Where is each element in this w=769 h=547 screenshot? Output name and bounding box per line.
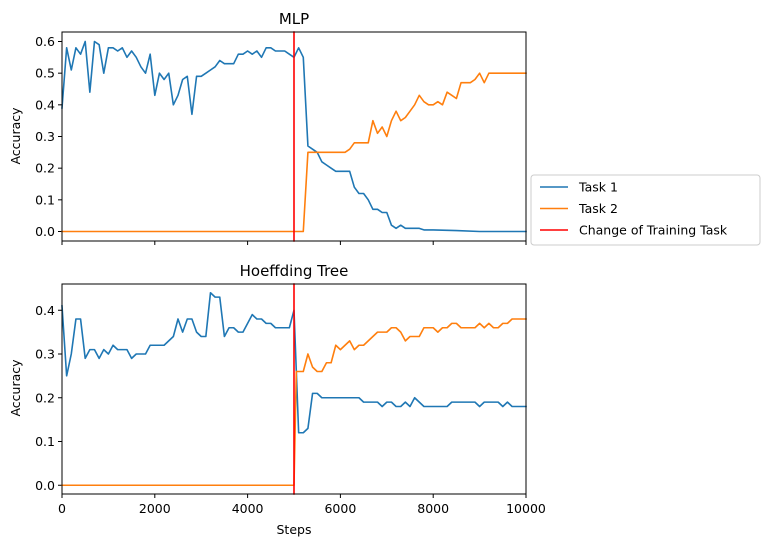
legend: Task 1 Task 2 Change of Training Task (530, 174, 761, 246)
mlp-x-ticks (61, 241, 527, 245)
legend-label-task-1: Task 1 (578, 180, 618, 195)
mlp-y-tick-label: 0.6 (35, 34, 55, 49)
hoeffding-x-tick-label: 4000 (232, 501, 264, 516)
hoeffding-y-axis-label: Accuracy (8, 359, 23, 417)
legend-label-task-2: Task 2 (578, 201, 618, 216)
hoeffding-title: Hoeffding Tree (240, 262, 349, 280)
hoeffding-series-task-2 (61, 318, 527, 487)
hoeffding-x-tick-label: 6000 (324, 501, 356, 516)
mlp-y-tick-label: 0.1 (35, 192, 55, 207)
mlp-y-tick-label: 0.3 (35, 129, 55, 144)
hoeffding-y-ticks: 0.0 0.1 0.2 0.3 0.4 (35, 303, 62, 493)
mlp-subplot: MLP Accuracy 0.0 0.1 0.2 0.3 0.4 0.5 0.6 (8, 10, 527, 245)
mlp-series (61, 31, 527, 242)
hoeffding-subplot: Hoeffding Tree Accuracy Steps 0.00.10.20… (8, 262, 546, 537)
hoeffding-x-tick-label: 2000 (139, 501, 171, 516)
mlp-y-ticks: 0.0 0.1 0.2 0.3 0.4 0.5 0.6 (35, 34, 62, 239)
mlp-y-tick-label: 0.0 (35, 224, 55, 239)
hoeffding-series (61, 283, 527, 495)
mlp-series-task-1 (61, 40, 527, 233)
hoeffding-axes-frame (61, 283, 527, 495)
hoeffding-y-tick-label: 0.3 (35, 347, 55, 362)
legend-label-change-of-training-task: Change of Training Task (579, 223, 728, 238)
mlp-y-tick-label: 0.5 (35, 66, 55, 81)
mlp-y-tick-label: 0.4 (35, 97, 55, 112)
hoeffding-y-tick-label: 0.2 (35, 390, 55, 405)
mlp-title: MLP (279, 10, 309, 28)
hoeffding-x-tick-label: 10000 (506, 501, 546, 516)
hoeffding-x-ticks: 0 2000 4000 6000 8000 10000 (58, 494, 546, 516)
legend-box (530, 174, 761, 246)
legend-entries: Task 1 Task 2 Change of Training Task (540, 180, 728, 238)
hoeffding-y-tick-label: 0.1 (35, 434, 55, 449)
mlp-y-axis-label: Accuracy (8, 107, 23, 165)
mlp-axes-frame (61, 31, 527, 242)
mlp-y-tick-label: 0.2 (35, 161, 55, 176)
hoeffding-y-tick-label: 0.4 (35, 303, 55, 318)
hoeffding-x-axis-label: Steps (277, 522, 312, 537)
mlp-series-task-2 (61, 72, 527, 233)
hoeffding-y-tick-label: 0.0 (35, 478, 55, 493)
hoeffding-x-tick-label: 0 (58, 501, 66, 516)
hoeffding-x-tick-label: 8000 (417, 501, 449, 516)
